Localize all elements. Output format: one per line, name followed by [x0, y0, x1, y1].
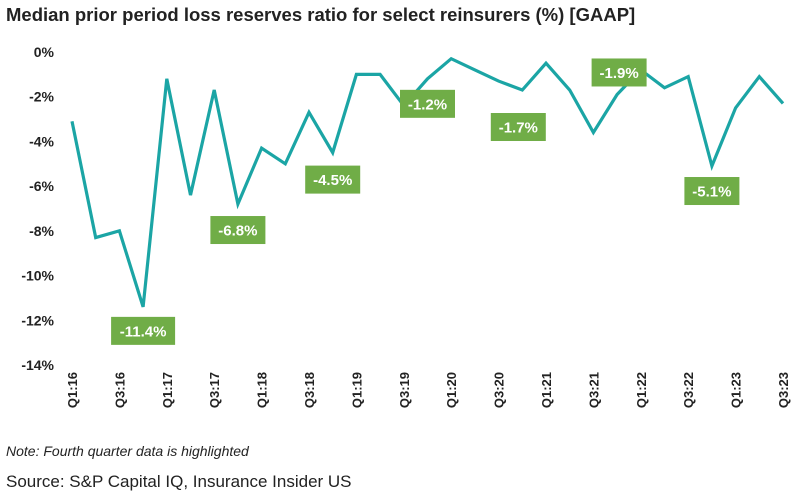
data-label-text: -5.1%: [692, 184, 731, 201]
x-tick-label: Q3:23: [776, 372, 791, 408]
data-label-text: -6.8%: [218, 223, 257, 240]
x-tick-label: Q3:21: [586, 372, 601, 408]
data-label-box: [400, 89, 455, 118]
data-label-text: -1.2%: [408, 96, 447, 113]
data-label-text: -1.9%: [600, 65, 639, 82]
data-label: -4.5%: [305, 165, 361, 194]
y-tick-label: -4%: [29, 133, 54, 149]
y-tick-label: -10%: [21, 268, 54, 284]
data-label-text: -1.7%: [499, 120, 538, 137]
y-tick-label: -8%: [29, 223, 54, 239]
data-label: -11.4%: [111, 316, 176, 345]
x-tick-label: Q3:16: [112, 372, 127, 408]
data-label: -1.7%: [490, 113, 546, 142]
chart-note: Note: Fourth quarter data is highlighted: [6, 443, 249, 459]
x-tick-label: Q1:21: [539, 372, 554, 408]
data-label-box: [490, 113, 546, 142]
data-label-box: [591, 58, 647, 87]
data-label-box: [684, 177, 740, 206]
data-label-box: [305, 165, 361, 194]
y-tick-label: -12%: [21, 312, 54, 328]
x-tick-label: Q3:19: [397, 372, 412, 408]
data-label-text: -4.5%: [313, 172, 352, 189]
chart-title: Median prior period loss reserves ratio …: [6, 4, 636, 25]
x-tick-label: Q1:19: [349, 372, 364, 408]
y-tick-label: -6%: [29, 178, 54, 194]
x-tick-label: Q3:18: [302, 372, 317, 408]
x-tick-label: Q1:22: [634, 372, 649, 408]
chart-source: Source: S&P Capital IQ, Insurance Inside…: [6, 472, 352, 491]
x-tick-label: Q1:16: [65, 372, 80, 408]
x-tick-label: Q1:23: [729, 372, 744, 408]
x-tick-label: Q3:22: [681, 372, 696, 408]
y-tick-label: 0%: [34, 44, 55, 60]
x-tick-label: Q3:20: [492, 372, 507, 408]
x-tick-label: Q1:17: [160, 372, 175, 408]
data-label: -5.1%: [684, 177, 740, 206]
x-tick-label: Q3:17: [207, 372, 222, 408]
y-tick-label: -14%: [21, 357, 54, 373]
data-label-box: [210, 216, 266, 245]
data-label: -1.9%: [591, 58, 647, 87]
data-label-text: -11.4%: [120, 323, 167, 340]
y-tick-label: -2%: [29, 89, 54, 105]
data-label: -1.2%: [400, 89, 455, 118]
x-tick-label: Q1:20: [444, 372, 459, 408]
data-label-box: [111, 316, 176, 345]
x-tick-label: Q1:18: [255, 372, 270, 408]
data-label: -6.8%: [210, 216, 266, 245]
